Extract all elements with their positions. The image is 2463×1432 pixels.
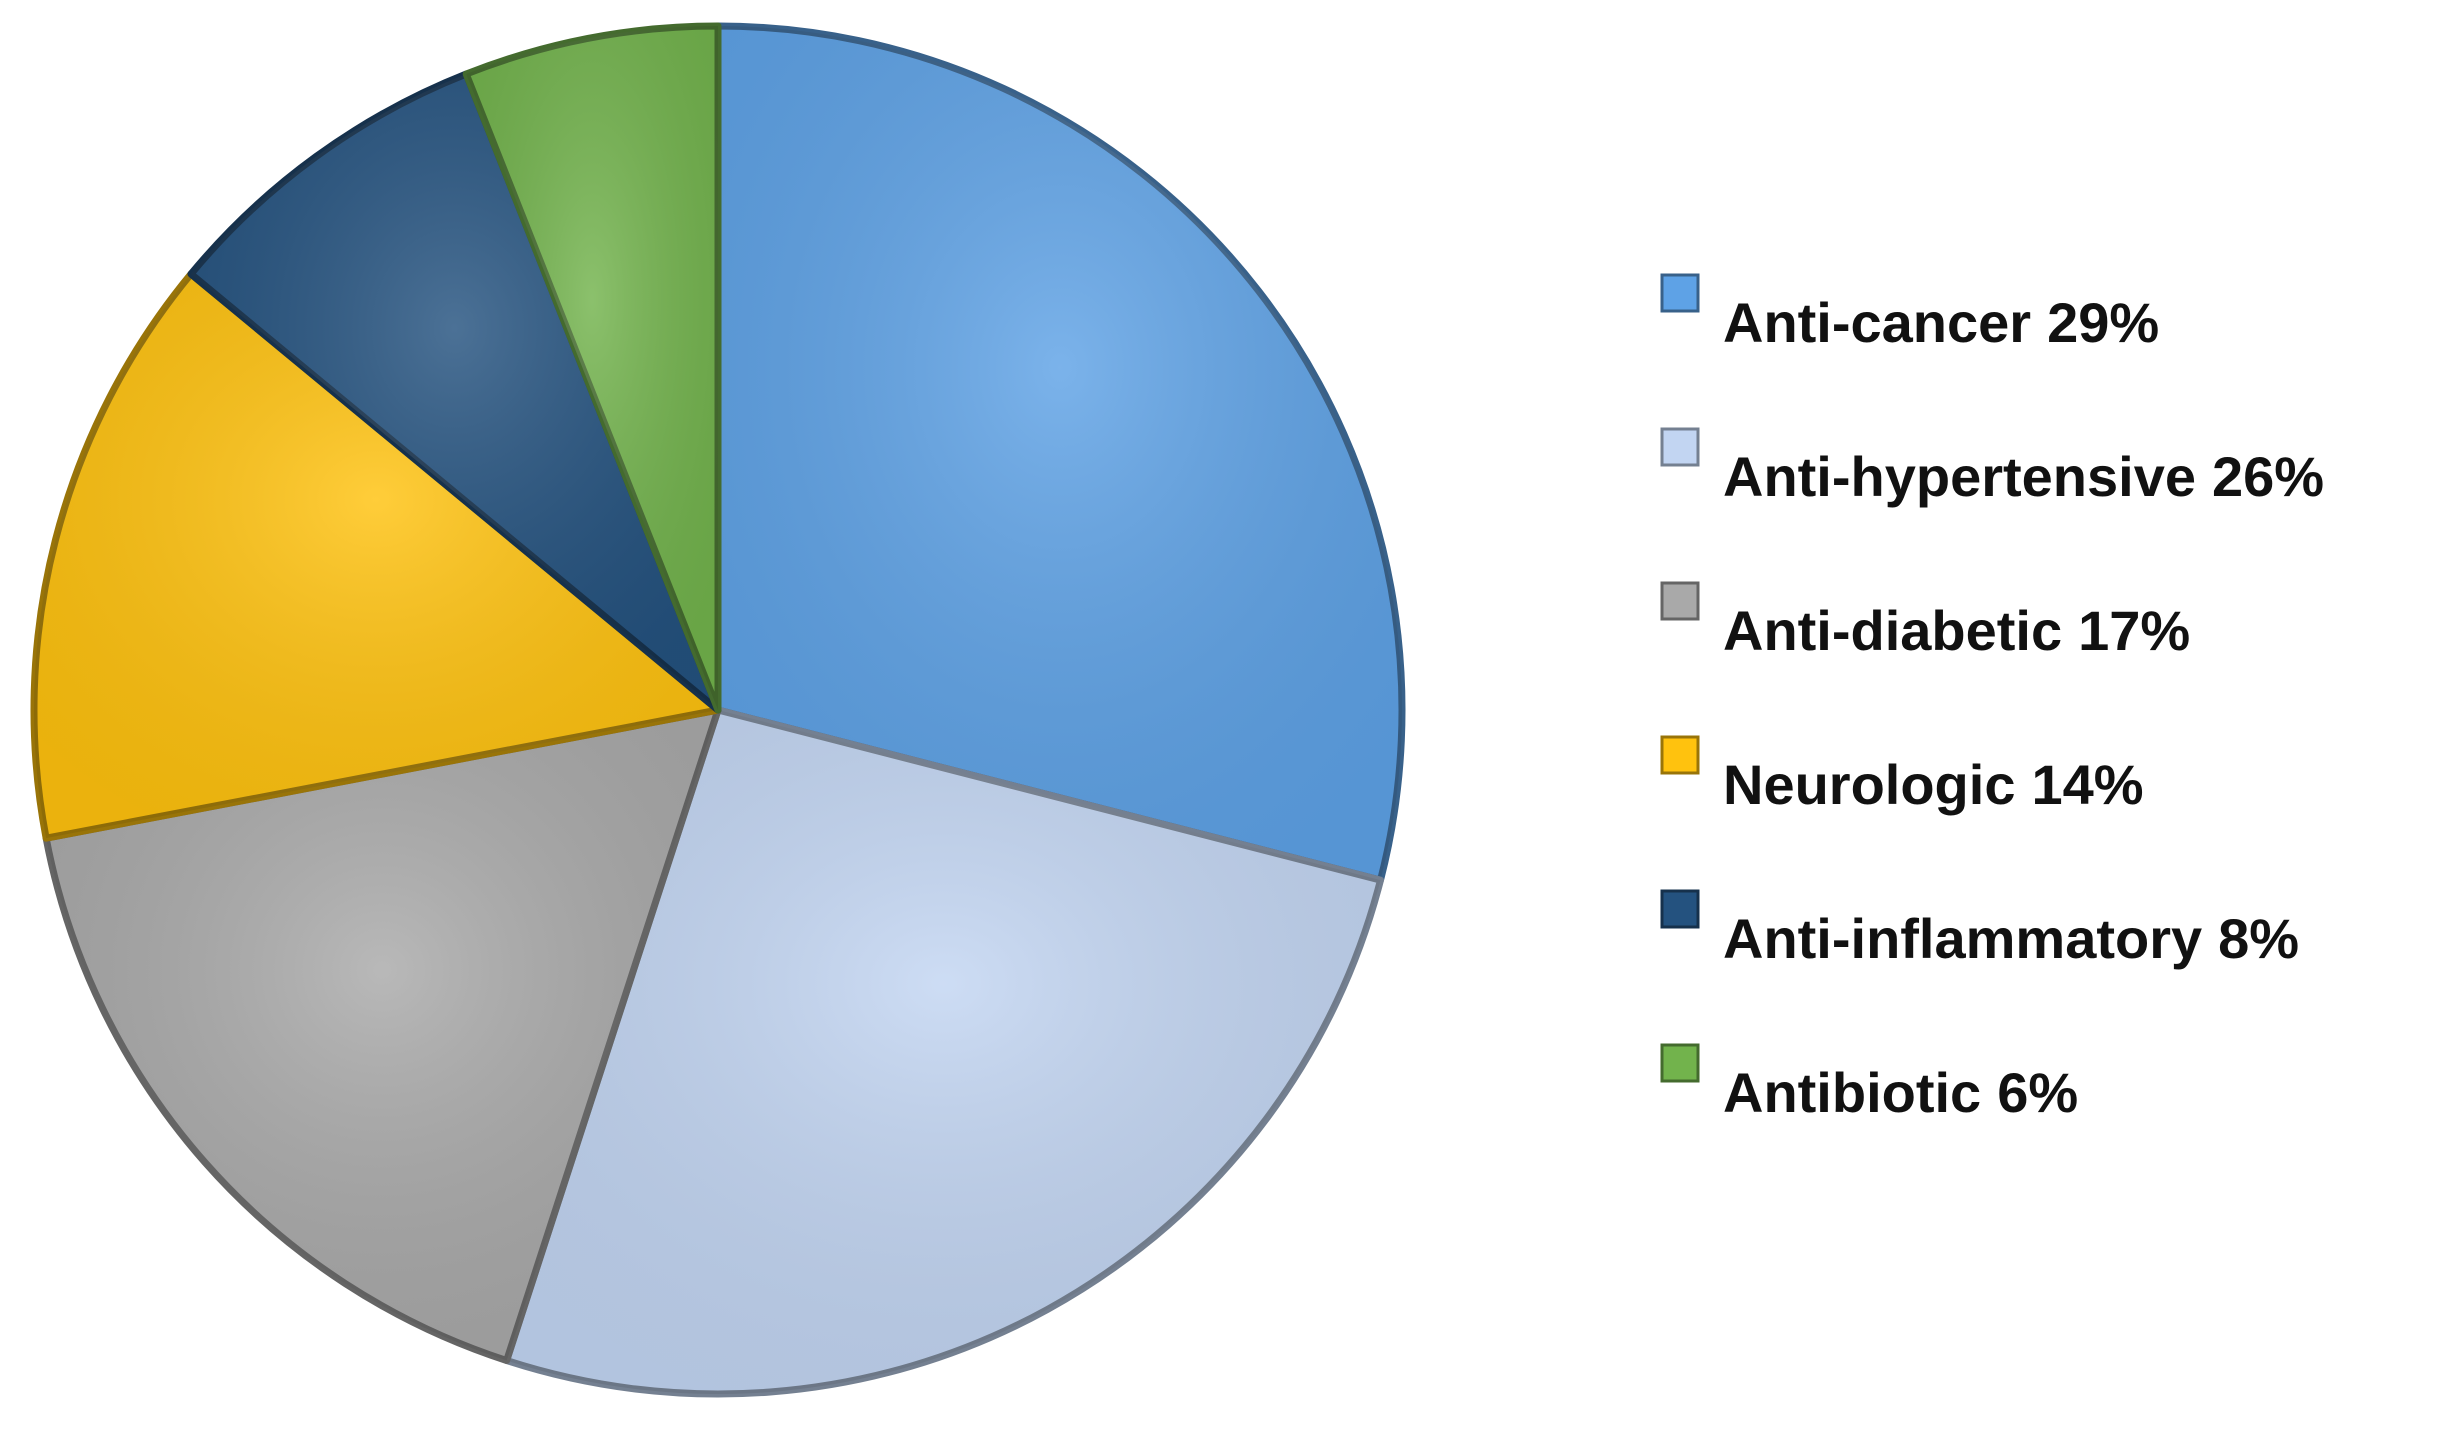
legend-value: 14% [2031,753,2143,816]
legend-swatch [1660,1043,1700,1083]
slice-shade [506,710,1381,1394]
legend-label: Anti-cancer 29% [1723,291,2159,354]
legend-value: 29% [2047,291,2159,354]
legend-category: Anti-hypertensive [1723,445,2196,508]
legend-swatch [1660,889,1700,929]
legend-swatch [1660,581,1700,621]
pie [30,22,1406,1398]
slice-shade [190,74,719,710]
legend-category: Antibiotic [1723,1061,1981,1124]
legend-category: Anti-diabetic [1723,599,2062,662]
legend-category: Neurologic [1723,753,2015,816]
legend-swatch [1660,735,1700,775]
legend-value: 8% [2218,907,2299,970]
legend-value: 6% [1997,1061,2078,1124]
legend-value: 17% [2078,599,2190,662]
legend-swatch [1660,273,1700,313]
slice-shade [46,710,718,1361]
legend-swatch [1660,427,1700,467]
slice-shade [33,274,718,839]
legend-label: Anti-hypertensive 26% [1723,445,2324,508]
legend-label: Neurologic 14% [1723,753,2144,816]
legend-label: Anti-diabetic 17% [1723,599,2190,662]
legend-label: Anti-inflammatory 8% [1723,907,2299,970]
slice-shade [718,26,1402,881]
legend-category: Anti-inflammatory [1723,907,2202,970]
legend-value: 26% [2212,445,2324,508]
legend: Anti-cancer 29% Anti-hypertensive 26% Anti-d… [1660,273,2324,1124]
legend-label: Antibiotic 6% [1723,1061,2078,1124]
slice-shade [466,26,718,710]
legend-category: Anti-cancer [1723,291,2031,354]
